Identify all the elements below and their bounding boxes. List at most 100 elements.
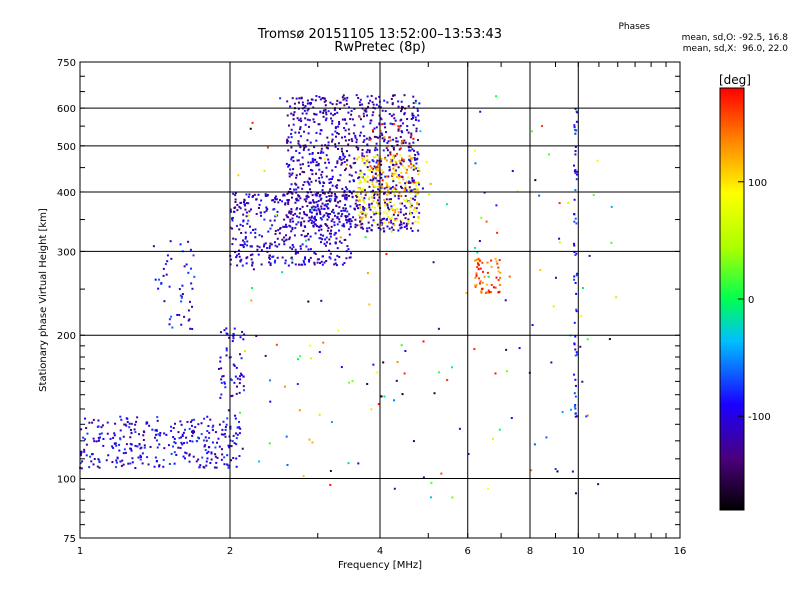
data-point xyxy=(225,354,228,357)
data-point xyxy=(396,152,399,155)
data-point xyxy=(192,429,195,432)
data-point xyxy=(333,199,336,202)
data-point xyxy=(313,158,316,161)
data-point xyxy=(323,261,326,264)
data-point xyxy=(412,116,415,119)
data-point xyxy=(243,243,246,246)
data-point xyxy=(458,427,461,430)
data-point xyxy=(414,101,417,104)
data-point xyxy=(115,461,118,464)
data-point xyxy=(234,251,237,254)
data-point xyxy=(383,138,386,141)
data-point xyxy=(236,377,239,380)
data-point xyxy=(269,219,272,222)
data-point xyxy=(498,291,501,294)
data-point xyxy=(412,182,415,185)
data-point xyxy=(248,193,251,196)
data-point xyxy=(344,129,347,132)
data-point xyxy=(330,117,333,120)
data-point xyxy=(416,188,419,191)
data-point xyxy=(391,209,394,212)
data-point xyxy=(329,469,332,472)
data-point xyxy=(244,231,247,234)
data-point xyxy=(323,100,326,103)
data-point xyxy=(539,269,542,272)
data-point xyxy=(320,147,323,150)
data-point xyxy=(217,437,220,440)
data-point xyxy=(235,457,238,460)
data-point xyxy=(379,189,382,192)
data-point xyxy=(319,111,322,114)
data-point xyxy=(489,291,492,294)
data-point xyxy=(340,366,343,369)
data-point xyxy=(311,159,314,162)
data-point xyxy=(397,214,400,217)
data-point xyxy=(416,151,419,154)
data-point xyxy=(232,337,235,340)
data-point xyxy=(299,247,302,250)
data-point xyxy=(109,437,112,440)
data-point xyxy=(97,439,100,442)
data-point xyxy=(235,385,238,388)
data-point xyxy=(315,131,318,134)
data-point xyxy=(237,252,240,255)
data-point xyxy=(317,258,320,261)
data-point xyxy=(530,469,533,472)
data-point xyxy=(210,452,213,455)
data-point xyxy=(397,197,400,200)
data-point xyxy=(283,236,286,239)
data-point xyxy=(395,184,398,187)
data-point xyxy=(397,105,400,108)
data-point xyxy=(372,178,375,181)
data-point xyxy=(318,177,321,180)
data-point xyxy=(304,256,307,259)
data-point xyxy=(328,238,331,241)
data-point xyxy=(226,332,229,335)
data-point xyxy=(249,208,252,211)
data-point xyxy=(180,441,183,444)
data-point xyxy=(368,136,371,139)
data-point xyxy=(347,106,350,109)
data-point xyxy=(575,310,578,313)
data-point xyxy=(357,177,360,180)
data-point xyxy=(403,199,406,202)
data-point xyxy=(378,183,381,186)
data-point xyxy=(232,333,235,336)
data-point xyxy=(249,127,252,130)
data-point xyxy=(576,170,579,173)
data-point xyxy=(474,276,477,279)
data-point xyxy=(366,95,369,98)
data-point xyxy=(350,166,353,169)
data-point xyxy=(483,275,486,278)
data-point xyxy=(545,436,548,439)
data-point xyxy=(328,182,331,185)
data-point xyxy=(220,458,223,461)
data-point xyxy=(386,184,389,187)
data-point xyxy=(139,447,142,450)
data-point xyxy=(347,248,350,251)
data-point xyxy=(382,171,385,174)
data-point xyxy=(313,217,316,220)
data-point xyxy=(331,184,334,187)
data-point xyxy=(478,282,481,285)
data-point xyxy=(303,109,306,112)
data-point xyxy=(304,117,307,120)
data-point xyxy=(286,463,289,466)
data-point xyxy=(486,261,489,264)
data-point xyxy=(238,432,241,435)
data-point xyxy=(530,130,533,133)
data-point xyxy=(284,202,287,205)
data-point xyxy=(192,432,195,435)
data-point xyxy=(504,299,507,302)
data-point xyxy=(313,208,316,211)
data-point xyxy=(417,114,420,117)
data-point xyxy=(474,285,477,288)
data-point xyxy=(354,161,357,164)
data-point xyxy=(386,204,389,207)
data-point xyxy=(180,296,183,299)
data-point xyxy=(136,445,139,448)
data-point xyxy=(313,120,316,123)
data-point xyxy=(294,131,297,134)
data-point xyxy=(477,264,480,267)
data-point xyxy=(387,210,390,213)
